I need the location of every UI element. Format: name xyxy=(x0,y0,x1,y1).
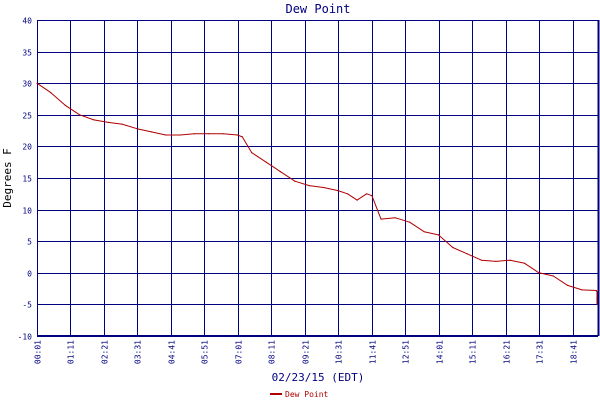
dew-point-data-point xyxy=(409,221,411,223)
legend-label: Dew Point xyxy=(285,390,329,399)
dew-point-data-point xyxy=(524,262,526,264)
dew-point-data-point xyxy=(366,193,368,195)
dew-point-data-point xyxy=(165,134,167,136)
x-tick-label: 12:51 xyxy=(402,340,411,364)
x-tick-label: 14:01 xyxy=(436,340,445,364)
x-tick-label: 02:21 xyxy=(101,340,110,364)
dew-point-data-point xyxy=(380,218,382,220)
dew-point-data-point xyxy=(596,299,598,301)
dew-point-data-point xyxy=(251,152,253,154)
x-tick-label: 00:01 xyxy=(34,340,43,364)
x-tick-label: 08:11 xyxy=(268,340,277,364)
dew-point-data-point xyxy=(346,193,349,195)
dew-point-data-point xyxy=(356,199,358,201)
dew-point-data-point xyxy=(466,253,468,255)
dew-point-data-point xyxy=(337,190,339,192)
dew-point-data-point xyxy=(294,180,296,182)
x-tick-label: 16:21 xyxy=(503,340,512,364)
x-tick-label: 09:21 xyxy=(302,340,311,364)
dew-point-data-point xyxy=(394,217,396,219)
dew-point-data-point xyxy=(480,259,483,261)
dew-point-data-point xyxy=(323,186,325,189)
y-tick-label: -5 xyxy=(22,301,32,310)
dew-point-data-point xyxy=(308,185,310,187)
dew-point-data-point xyxy=(222,133,224,135)
dew-point-data-point xyxy=(371,195,373,197)
y-tick-label: 20 xyxy=(22,143,32,152)
dew-point-data-point xyxy=(596,294,598,296)
y-tick-label: 10 xyxy=(22,207,32,216)
dew-point-data-point xyxy=(36,82,38,84)
dew-point-data-point xyxy=(596,292,598,294)
y-tick-label: 15 xyxy=(22,175,32,184)
x-tick-label: 17:31 xyxy=(536,340,545,364)
x-tick-label: 01:11 xyxy=(67,340,76,364)
x-axis-label: 02/23/15 (EDT) xyxy=(272,371,365,384)
dew-point-data-point xyxy=(208,133,210,135)
dew-point-data-point xyxy=(279,171,282,173)
dew-point-data-point xyxy=(495,260,497,262)
x-tick-label: 04:41 xyxy=(168,340,177,364)
dew-point-data-point xyxy=(193,133,195,135)
dew-point-data-point xyxy=(79,114,81,116)
dew-point-data-point xyxy=(50,92,52,94)
dew-point-data-point xyxy=(509,259,511,261)
dew-point-data-point xyxy=(552,275,554,277)
dew-point-data-point xyxy=(596,297,598,299)
dew-point-data-point xyxy=(423,231,425,233)
dew-point-data-point xyxy=(538,272,540,274)
y-tick-labels: -10 -5 0 5 10 15 20 25 30 35 40 xyxy=(18,17,33,342)
dew-point-data-point xyxy=(452,246,454,249)
dew-point-data-point xyxy=(236,134,239,136)
x-tick-label: 11:41 xyxy=(369,340,378,364)
series-layer xyxy=(36,82,598,305)
dew-point-data-point xyxy=(122,123,124,125)
y-tick-label: 5 xyxy=(27,238,32,247)
x-tick-label: 18:41 xyxy=(570,340,579,364)
dew-point-data-point xyxy=(107,121,109,123)
dew-point-data-point xyxy=(596,291,598,293)
y-tick-label: 35 xyxy=(22,49,32,58)
x-tick-labels: 00:01 01:11 02:21 03:31 04:41 05:51 07:01 08:11… xyxy=(34,340,579,364)
y-tick-label: 0 xyxy=(27,270,32,279)
y-axis-label: Degrees F xyxy=(1,148,14,208)
y-tick-label: -10 xyxy=(18,333,33,342)
dew-point-data-point xyxy=(150,131,152,133)
dew-point-series-line xyxy=(36,82,598,305)
dew-point-data-point xyxy=(179,134,181,136)
dew-point-data-point xyxy=(595,289,597,292)
legend: Dew Point xyxy=(270,390,329,399)
x-tick-label: 03:31 xyxy=(134,340,143,364)
x-tick-label: 07:01 xyxy=(235,340,244,364)
y-tick-label: 40 xyxy=(22,17,32,26)
x-tick-label: 15:11 xyxy=(469,340,478,364)
dew-point-data-point xyxy=(567,284,569,286)
dew-point-data-point xyxy=(581,289,583,291)
dew-point-data-point xyxy=(64,104,66,106)
y-tick-label: 30 xyxy=(22,80,32,89)
dew-point-data-point xyxy=(241,136,243,138)
x-tick-label: 05:51 xyxy=(201,340,210,364)
dew-point-data-point xyxy=(265,161,267,163)
dew-point-data-point xyxy=(437,234,439,236)
x-tick-label: 10:31 xyxy=(335,340,344,364)
dew-point-data-point xyxy=(93,119,95,121)
dew-point-data-point xyxy=(136,128,138,130)
y-tick-label: 25 xyxy=(22,112,32,121)
chart-title: Dew Point xyxy=(285,2,350,16)
dew-point-data-point xyxy=(596,303,598,305)
